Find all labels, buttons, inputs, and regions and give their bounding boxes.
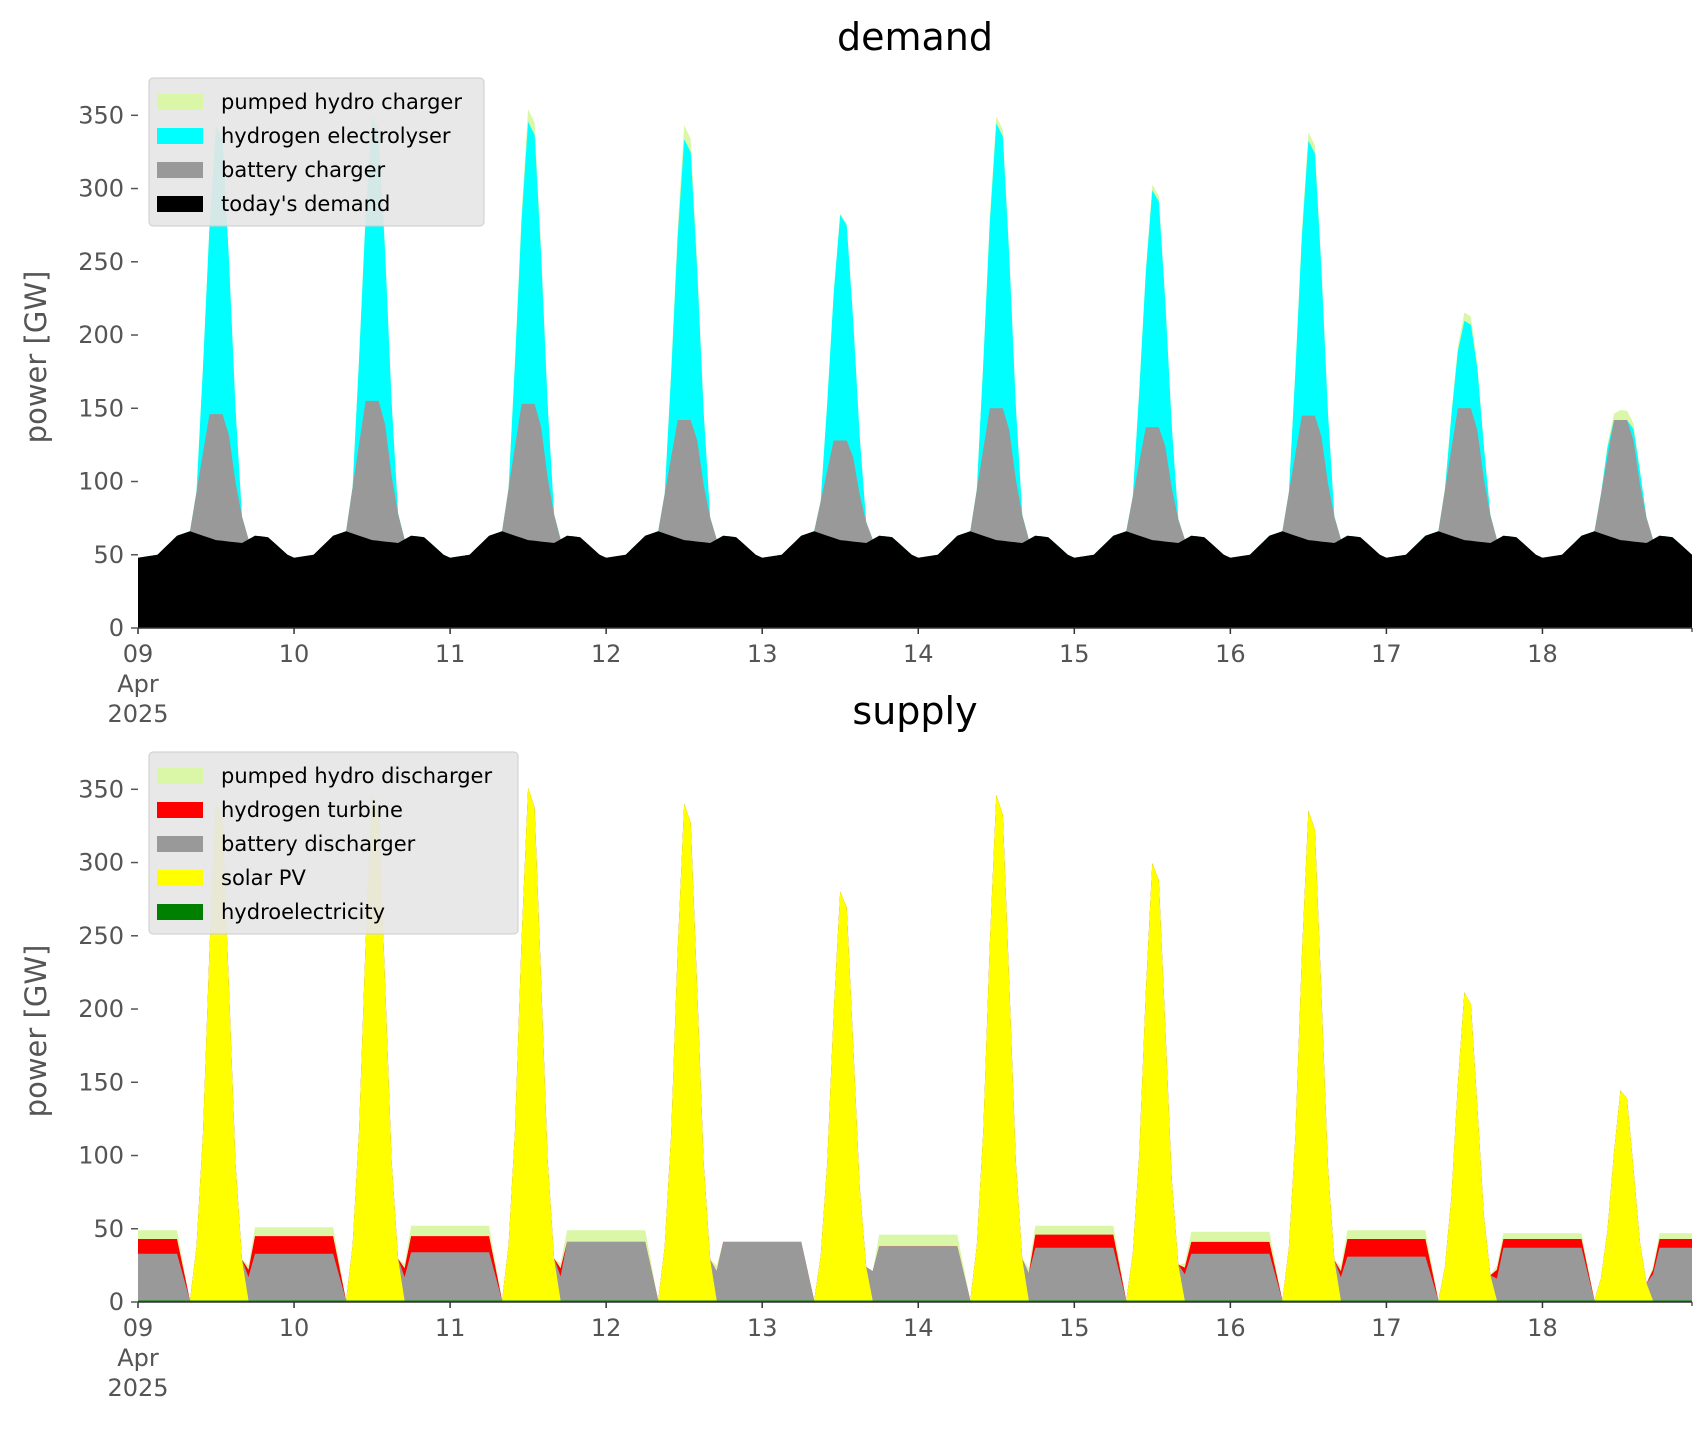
x-tick-label: 17 — [1371, 1314, 1402, 1342]
x-tick-year-label: 2025 — [107, 700, 168, 728]
legend-label-hydrogen-electrolyser: hydrogen electrolyser — [221, 124, 451, 148]
legend-swatch-pumped-hydro-charger — [157, 94, 203, 110]
y-tick-label: 150 — [78, 1068, 124, 1096]
x-tick-year-label: 2025 — [107, 1374, 168, 1402]
y-tick-label: 300 — [78, 849, 124, 877]
x-tick-month-label: Apr — [117, 1344, 159, 1372]
y-tick-label: 350 — [78, 775, 124, 803]
y-tick-label: 0 — [109, 614, 124, 642]
legend-swatch-battery-charger — [157, 162, 203, 178]
x-tick-label: 12 — [591, 640, 622, 668]
area-layers — [138, 788, 1692, 1302]
legend-label-solar-pv: solar PV — [221, 866, 306, 890]
series-area-solar-pv — [138, 788, 1692, 1302]
series-area-today-s-demand — [138, 531, 1692, 628]
legend-swatch-today-s-demand — [157, 196, 203, 212]
area-layers — [138, 109, 1692, 629]
x-tick-label: 10 — [279, 640, 310, 668]
legend-label-hydroelectricity: hydroelectricity — [221, 900, 385, 924]
legend-box — [148, 751, 519, 935]
y-axis-label: power [GW] — [19, 271, 53, 444]
legend-label-today-s-demand: today's demand — [221, 192, 390, 216]
legend-swatch-solar-pv — [157, 870, 203, 886]
legend-box — [148, 77, 485, 227]
y-axis-label: power [GW] — [19, 945, 53, 1118]
y-tick-label: 150 — [78, 394, 124, 422]
x-tick-label: 11 — [435, 640, 466, 668]
x-tick-label: 14 — [903, 640, 934, 668]
legend: pumped hydro discharger hydrogen turbine b… — [148, 751, 519, 935]
y-tick-label: 250 — [78, 248, 124, 276]
x-tick-month-label: Apr — [117, 670, 159, 698]
y-tick-label: 50 — [93, 1215, 124, 1243]
y-tick-label: 200 — [78, 321, 124, 349]
legend: pumped hydro charger hydrogen electrolyse… — [148, 77, 485, 227]
legend-label-pumped-hydro-charger: pumped hydro charger — [221, 90, 462, 114]
legend-swatch-battery-discharger — [157, 836, 203, 852]
legend-label-battery-charger: battery charger — [221, 158, 386, 182]
y-tick-label: 300 — [78, 175, 124, 203]
x-tick-label: 11 — [435, 1314, 466, 1342]
legend-swatch-pumped-hydro-discharger — [157, 768, 203, 784]
y-tick-label: 50 — [93, 541, 124, 569]
legend-label-hydrogen-turbine: hydrogen turbine — [221, 798, 403, 822]
y-tick-label: 250 — [78, 922, 124, 950]
x-tick-label: 15 — [1059, 640, 1090, 668]
x-tick-label: 18 — [1527, 1314, 1558, 1342]
x-tick-label: 12 — [591, 1314, 622, 1342]
y-tick-label: 0 — [109, 1288, 124, 1316]
legend-swatch-hydrogen-turbine — [157, 802, 203, 818]
chart-title: demand — [837, 15, 993, 59]
legend-swatch-hydrogen-electrolyser — [157, 128, 203, 144]
legend-swatch-hydroelectricity — [157, 904, 203, 920]
y-tick-label: 200 — [78, 995, 124, 1023]
x-tick-label: 09 — [123, 1314, 154, 1342]
x-tick-label: 14 — [903, 1314, 934, 1342]
x-tick-label: 17 — [1371, 640, 1402, 668]
x-tick-label: 16 — [1215, 1314, 1246, 1342]
x-tick-label: 15 — [1059, 1314, 1090, 1342]
y-tick-label: 100 — [78, 1142, 124, 1170]
legend-label-battery-discharger: battery discharger — [221, 832, 416, 856]
x-tick-label: 18 — [1527, 640, 1558, 668]
legend-label-pumped-hydro-discharger: pumped hydro discharger — [221, 764, 492, 788]
x-tick-label: 09 — [123, 640, 154, 668]
chart-title: supply — [852, 689, 977, 733]
y-tick-label: 100 — [78, 468, 124, 496]
x-tick-label: 13 — [747, 640, 778, 668]
x-tick-label: 10 — [279, 1314, 310, 1342]
x-tick-label: 13 — [747, 1314, 778, 1342]
y-tick-label: 350 — [78, 101, 124, 129]
x-tick-label: 16 — [1215, 640, 1246, 668]
